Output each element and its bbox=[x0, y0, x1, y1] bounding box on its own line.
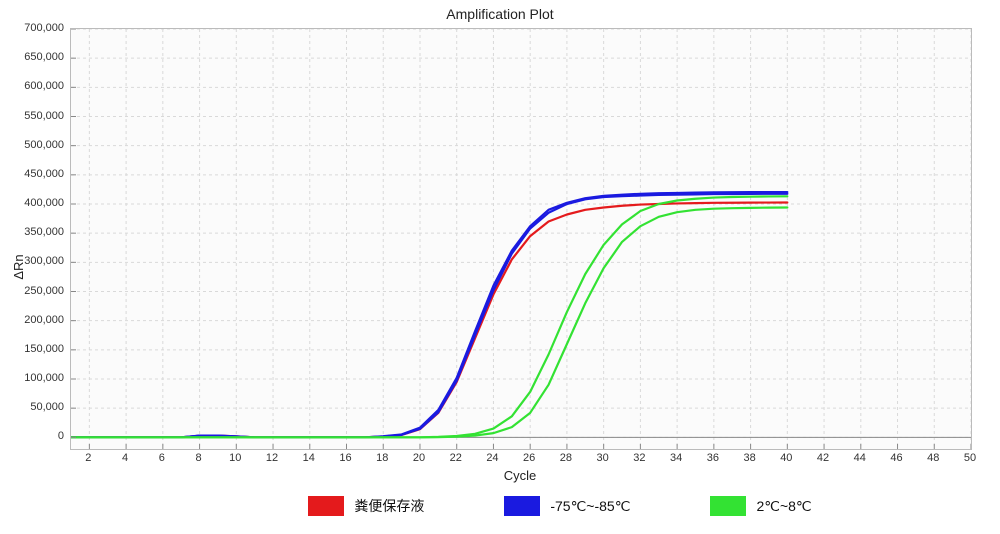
legend-label: 粪便保存液 bbox=[354, 496, 424, 516]
x-tick-label: 10 bbox=[229, 452, 241, 464]
legend-swatch bbox=[710, 496, 746, 516]
x-tick-label: 44 bbox=[854, 452, 866, 464]
y-tick-label: 250,000 bbox=[24, 285, 64, 297]
legend-label: -75℃~-85℃ bbox=[550, 498, 630, 515]
x-tick-label: 2 bbox=[85, 452, 91, 464]
plot-area: 2468101214161820222426283032343638404244… bbox=[70, 28, 970, 448]
x-tick-label: 18 bbox=[376, 452, 388, 464]
y-tick-label: 450,000 bbox=[24, 168, 64, 180]
y-tick-label: 100,000 bbox=[24, 372, 64, 384]
y-tick-label: 550,000 bbox=[24, 110, 64, 122]
x-tick-label: 22 bbox=[450, 452, 462, 464]
y-tick-label: 600,000 bbox=[24, 80, 64, 92]
x-tick-label: 20 bbox=[413, 452, 425, 464]
x-tick-label: 16 bbox=[339, 452, 351, 464]
x-tick-label: 6 bbox=[159, 452, 165, 464]
legend-swatch bbox=[308, 496, 344, 516]
x-tick-label: 24 bbox=[486, 452, 498, 464]
y-tick-label: 700,000 bbox=[24, 22, 64, 34]
x-tick-label: 12 bbox=[266, 452, 278, 464]
x-tick-label: 28 bbox=[560, 452, 572, 464]
legend-item: -75℃~-85℃ bbox=[504, 496, 630, 516]
y-tick-label: 150,000 bbox=[24, 343, 64, 355]
y-tick-label: 50,000 bbox=[30, 401, 64, 413]
x-tick-label: 32 bbox=[633, 452, 645, 464]
x-tick-label: 26 bbox=[523, 452, 535, 464]
x-axis-label: Cycle bbox=[70, 468, 970, 483]
chart-wrap: Amplification Plot ΔRn 24681012141618202… bbox=[0, 0, 1000, 534]
x-tick-label: 8 bbox=[196, 452, 202, 464]
x-tick-label: 48 bbox=[927, 452, 939, 464]
x-tick-label: 4 bbox=[122, 452, 128, 464]
x-tick-label: 30 bbox=[597, 452, 609, 464]
legend-item: 粪便保存液 bbox=[308, 496, 424, 516]
legend: 粪便保存液 -75℃~-85℃ 2℃~8℃ bbox=[200, 496, 920, 516]
x-tick-label: 46 bbox=[890, 452, 902, 464]
y-tick-label: 350,000 bbox=[24, 226, 64, 238]
y-tick-label: 300,000 bbox=[24, 255, 64, 267]
y-tick-label: 500,000 bbox=[24, 139, 64, 151]
legend-swatch bbox=[504, 496, 540, 516]
legend-label: 2℃~8℃ bbox=[756, 498, 811, 515]
x-tick-label: 34 bbox=[670, 452, 682, 464]
x-tick-label: 40 bbox=[780, 452, 792, 464]
x-tick-label: 50 bbox=[964, 452, 976, 464]
x-tick-label: 38 bbox=[743, 452, 755, 464]
y-tick-label: 400,000 bbox=[24, 197, 64, 209]
chart-title: Amplification Plot bbox=[0, 6, 1000, 22]
legend-item: 2℃~8℃ bbox=[710, 496, 811, 516]
y-tick-label: 200,000 bbox=[24, 314, 64, 326]
amplification-plot-svg bbox=[70, 28, 972, 450]
x-tick-label: 36 bbox=[707, 452, 719, 464]
y-tick-label: 0 bbox=[58, 430, 64, 442]
y-tick-label: 650,000 bbox=[24, 51, 64, 63]
x-tick-label: 42 bbox=[817, 452, 829, 464]
x-tick-label: 14 bbox=[303, 452, 315, 464]
